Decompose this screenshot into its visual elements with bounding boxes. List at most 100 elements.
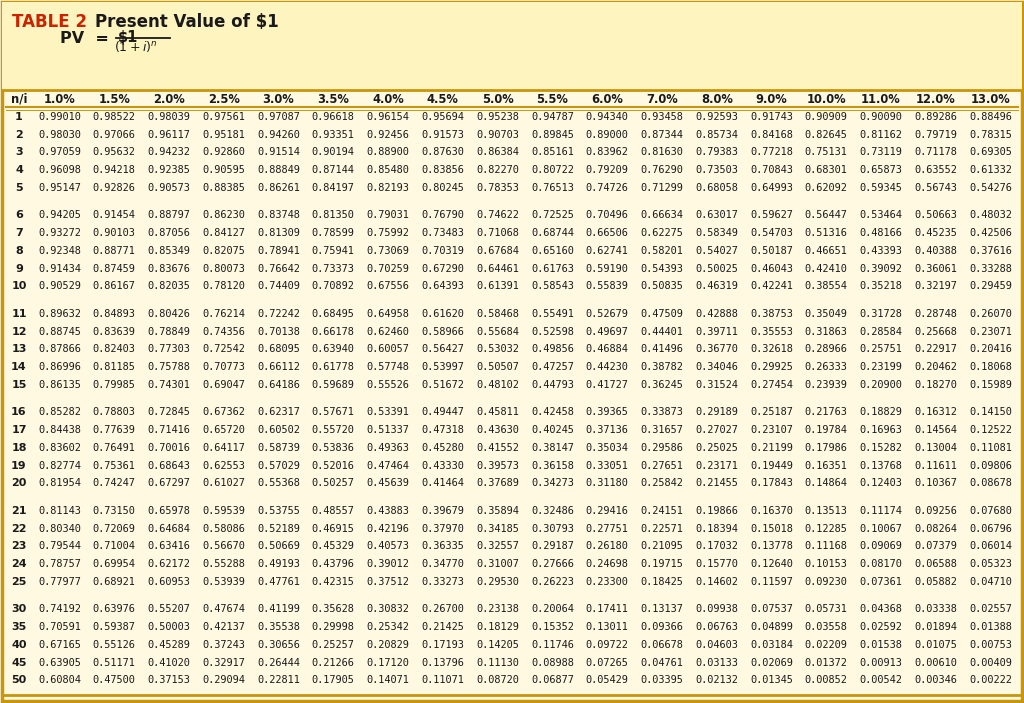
Text: 0.56427: 0.56427 <box>422 344 464 354</box>
Text: 0.19784: 0.19784 <box>805 425 848 435</box>
Text: 0.61027: 0.61027 <box>203 478 245 489</box>
Text: 0.67362: 0.67362 <box>203 407 245 418</box>
Text: 18: 18 <box>11 443 27 453</box>
Text: 2.5%: 2.5% <box>208 93 240 106</box>
Text: 0.92593: 0.92593 <box>695 112 738 122</box>
Text: 0.05882: 0.05882 <box>914 576 957 587</box>
Text: 10: 10 <box>11 281 27 292</box>
Text: 0.71299: 0.71299 <box>640 183 683 193</box>
Text: 0.11168: 0.11168 <box>805 541 848 551</box>
Text: 0.37243: 0.37243 <box>203 640 245 650</box>
Text: 0.79985: 0.79985 <box>93 380 135 390</box>
Text: 0.92826: 0.92826 <box>93 183 135 193</box>
Text: Present Value of $1: Present Value of $1 <box>95 13 279 31</box>
Text: 0.53836: 0.53836 <box>312 443 354 453</box>
Text: 0.60057: 0.60057 <box>367 344 410 354</box>
Text: 0.33288: 0.33288 <box>969 264 1012 273</box>
Text: 0.24698: 0.24698 <box>586 559 629 569</box>
Text: 0.47674: 0.47674 <box>203 605 245 614</box>
Text: 12: 12 <box>11 327 27 337</box>
Text: 0.60953: 0.60953 <box>147 576 190 587</box>
Text: 0.92456: 0.92456 <box>367 130 410 140</box>
Text: 0.50507: 0.50507 <box>476 362 519 372</box>
Text: 0.39711: 0.39711 <box>695 327 738 337</box>
Text: 0.50187: 0.50187 <box>750 246 793 256</box>
Text: 0.87344: 0.87344 <box>640 130 683 140</box>
Text: 0.54703: 0.54703 <box>750 228 793 238</box>
Text: 0.19449: 0.19449 <box>750 460 793 470</box>
Text: 0.27651: 0.27651 <box>640 460 683 470</box>
Text: 0.58543: 0.58543 <box>531 281 573 292</box>
Text: 0.55720: 0.55720 <box>312 425 354 435</box>
Text: 0.95632: 0.95632 <box>93 148 135 157</box>
Text: 0.37970: 0.37970 <box>422 524 464 534</box>
Text: 0.34046: 0.34046 <box>695 362 738 372</box>
Text: 0.62275: 0.62275 <box>640 228 683 238</box>
Text: 0.08720: 0.08720 <box>476 676 519 685</box>
Text: 0.80245: 0.80245 <box>422 183 464 193</box>
Text: 0.30832: 0.30832 <box>367 605 410 614</box>
Text: 0.75361: 0.75361 <box>93 460 135 470</box>
Text: 0.14602: 0.14602 <box>695 576 738 587</box>
Text: 0.61620: 0.61620 <box>422 309 464 319</box>
Text: 19: 19 <box>11 460 27 470</box>
Text: 0.95238: 0.95238 <box>476 112 519 122</box>
Text: 0.63940: 0.63940 <box>312 344 354 354</box>
Text: 9: 9 <box>15 264 23 273</box>
Text: 0.04761: 0.04761 <box>640 657 683 668</box>
Text: 0.26180: 0.26180 <box>586 541 629 551</box>
Text: 0.50663: 0.50663 <box>914 210 957 221</box>
Text: 0.74356: 0.74356 <box>203 327 245 337</box>
Text: 0.50025: 0.50025 <box>695 264 738 273</box>
Text: 0.59627: 0.59627 <box>750 210 793 221</box>
Text: 0.20064: 0.20064 <box>531 605 573 614</box>
Text: 0.82645: 0.82645 <box>805 130 848 140</box>
Text: 0.86384: 0.86384 <box>476 148 519 157</box>
Text: 0.23199: 0.23199 <box>859 362 902 372</box>
Text: 1: 1 <box>15 112 23 122</box>
Text: 4: 4 <box>15 165 23 175</box>
Text: 0.00610: 0.00610 <box>914 657 957 668</box>
Text: 0.28584: 0.28584 <box>859 327 902 337</box>
Text: TABLE 2: TABLE 2 <box>12 13 87 31</box>
Text: 0.58086: 0.58086 <box>203 524 245 534</box>
Text: 0.39573: 0.39573 <box>476 460 519 470</box>
Text: 0.06678: 0.06678 <box>640 640 683 650</box>
Text: 0.35034: 0.35034 <box>586 443 629 453</box>
Text: 0.45811: 0.45811 <box>476 407 519 418</box>
Text: $1: $1 <box>118 30 138 45</box>
Text: 0.22571: 0.22571 <box>640 524 683 534</box>
Text: 0.79209: 0.79209 <box>586 165 629 175</box>
Text: 0.99010: 0.99010 <box>38 112 81 122</box>
Text: 0.57029: 0.57029 <box>257 460 300 470</box>
Text: 0.31657: 0.31657 <box>640 425 683 435</box>
Text: 0.13768: 0.13768 <box>859 460 902 470</box>
Text: 0.01345: 0.01345 <box>750 676 793 685</box>
Text: 0.37153: 0.37153 <box>147 676 190 685</box>
Text: 0.71178: 0.71178 <box>914 148 957 157</box>
Text: 0.01075: 0.01075 <box>914 640 957 650</box>
Text: 0.74409: 0.74409 <box>257 281 300 292</box>
Text: 0.78803: 0.78803 <box>93 407 135 418</box>
Text: 0.60804: 0.60804 <box>38 676 81 685</box>
Text: 0.39365: 0.39365 <box>586 407 629 418</box>
Text: 0.32557: 0.32557 <box>476 541 519 551</box>
Text: 0.35553: 0.35553 <box>750 327 793 337</box>
Text: 0.00753: 0.00753 <box>969 640 1012 650</box>
Text: 0.90703: 0.90703 <box>476 130 519 140</box>
Text: 0.29187: 0.29187 <box>531 541 573 551</box>
Text: 0.80426: 0.80426 <box>147 309 190 319</box>
Text: 0.59190: 0.59190 <box>586 264 629 273</box>
Text: 0.26700: 0.26700 <box>422 605 464 614</box>
Text: 0.02557: 0.02557 <box>969 605 1012 614</box>
Text: 0.80340: 0.80340 <box>38 524 81 534</box>
Text: 0.76491: 0.76491 <box>93 443 135 453</box>
Text: 0.50835: 0.50835 <box>640 281 683 292</box>
Text: 20: 20 <box>11 478 27 489</box>
Text: 0.91434: 0.91434 <box>38 264 81 273</box>
Text: 0.36061: 0.36061 <box>914 264 957 273</box>
Text: 0.70138: 0.70138 <box>257 327 300 337</box>
Text: 0.16370: 0.16370 <box>750 506 793 516</box>
Text: 0.76642: 0.76642 <box>257 264 300 273</box>
Text: 0.60502: 0.60502 <box>257 425 300 435</box>
